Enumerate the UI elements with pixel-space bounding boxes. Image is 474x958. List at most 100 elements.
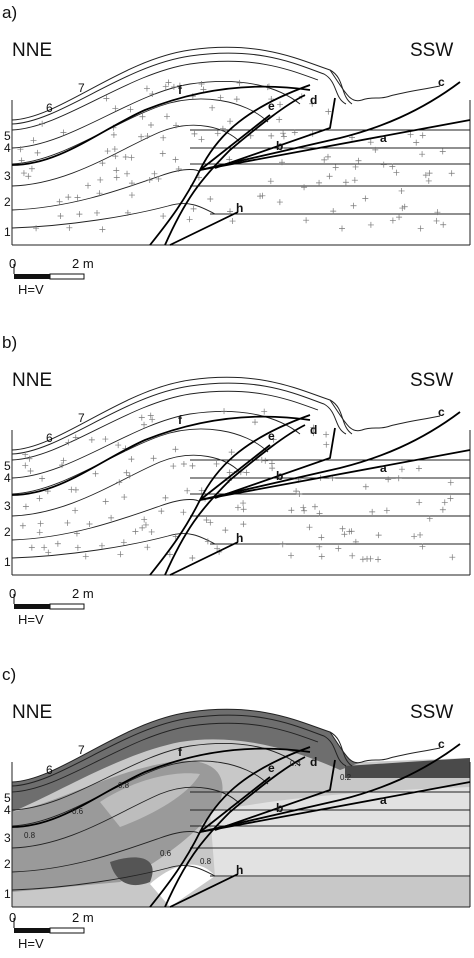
fault-line [199,411,461,501]
contour-value: 0.4 [290,759,302,768]
layer-number: 5 [4,791,11,805]
cross-mark [66,224,73,231]
cross-mark [240,521,247,528]
cross-mark [189,554,196,561]
cross-mark [395,475,402,482]
panel-label: c) [2,665,16,684]
cross-mark [39,120,46,127]
cross-mark [74,544,81,551]
cross-mark [240,506,247,513]
cross-mark [399,205,406,212]
contour-value: 0.2 [340,773,352,782]
cross-mark [291,129,298,136]
fault-line [169,211,239,246]
cross-mark [26,455,33,462]
cross-mark [103,95,110,102]
cross-mark [191,130,198,137]
cross-mark [411,533,418,540]
cross-mark [204,538,211,545]
cross-mark [33,225,40,232]
cross-mark [110,131,117,138]
layer-boundary [11,376,353,451]
cross-mark [267,178,274,185]
cross-mark [426,170,433,177]
cross-mark [180,461,187,468]
cross-mark [425,177,432,184]
layer-number: 3 [4,169,11,183]
cross-mark [99,226,106,233]
cross-mark [280,133,287,140]
cross-mark [108,514,115,521]
cross-mark [147,122,154,129]
cross-mark [36,529,43,536]
cross-hatching [19,408,456,563]
cross-mark [22,451,29,458]
cross-mark [116,479,123,486]
cross-mark [310,424,317,431]
cross-mark [198,81,205,88]
fault-label: h [236,531,243,545]
cross-mark [92,470,99,477]
cross-mark [113,174,120,181]
scale-ratio: H=V [18,936,44,951]
cross-mark [439,148,446,155]
fault-line [214,97,336,169]
cross-mark [270,436,277,443]
layer-number: 2 [4,857,11,871]
cross-mark [138,414,145,421]
cross-mark [301,184,308,191]
cross-mark [401,203,408,210]
cross-mark [60,129,67,136]
scale-zero: 0 [9,910,16,925]
cross-mark [288,552,295,559]
fault-line [149,746,311,908]
cross-mark [396,214,403,221]
cross-mark [113,167,120,174]
fault-label: d [310,423,317,437]
cross-mark [127,106,134,113]
layer-sheet [11,708,471,908]
fault-label: b [276,469,283,483]
fault-line [199,119,471,171]
layer-number: 2 [4,195,11,209]
cross-mark [65,439,72,446]
cross-mark [190,205,197,212]
cross-mark [121,494,128,501]
cross-mark [217,94,224,101]
cross-mark [233,96,240,103]
layer-boundary [11,390,319,461]
cross-mark [323,441,330,448]
cross-mark [45,549,52,556]
cross-mark [276,199,283,206]
cross-mark [303,217,310,224]
cross-mark [417,225,424,232]
cross-mark [115,442,122,449]
cross-mark [339,225,346,232]
cross-mark [158,508,165,515]
cross-hatching [17,79,455,233]
direction-right: SSW [410,702,453,723]
shade-dark [345,758,470,778]
cross-mark [209,104,216,111]
fault-label: d [310,755,317,769]
cross-mark [170,83,177,90]
cross-mark [398,466,405,473]
cross-mark [318,553,325,560]
cross-mark [28,165,35,172]
layer-boundary [11,46,353,121]
cross-mark [165,79,172,86]
fault-line [149,414,311,576]
cross-mark [138,133,145,140]
cross-mark [316,543,323,550]
cross-mark [426,515,433,522]
layer-boundary [11,60,319,131]
cross-mark [372,146,379,153]
cross-mark [186,216,193,223]
fault-line [11,85,311,166]
layer-boundary [11,708,353,783]
cross-mark [332,164,339,171]
fault-line [169,873,239,908]
cross-mark [141,421,148,428]
cross-mark [30,137,37,144]
fault-label: h [236,863,243,877]
